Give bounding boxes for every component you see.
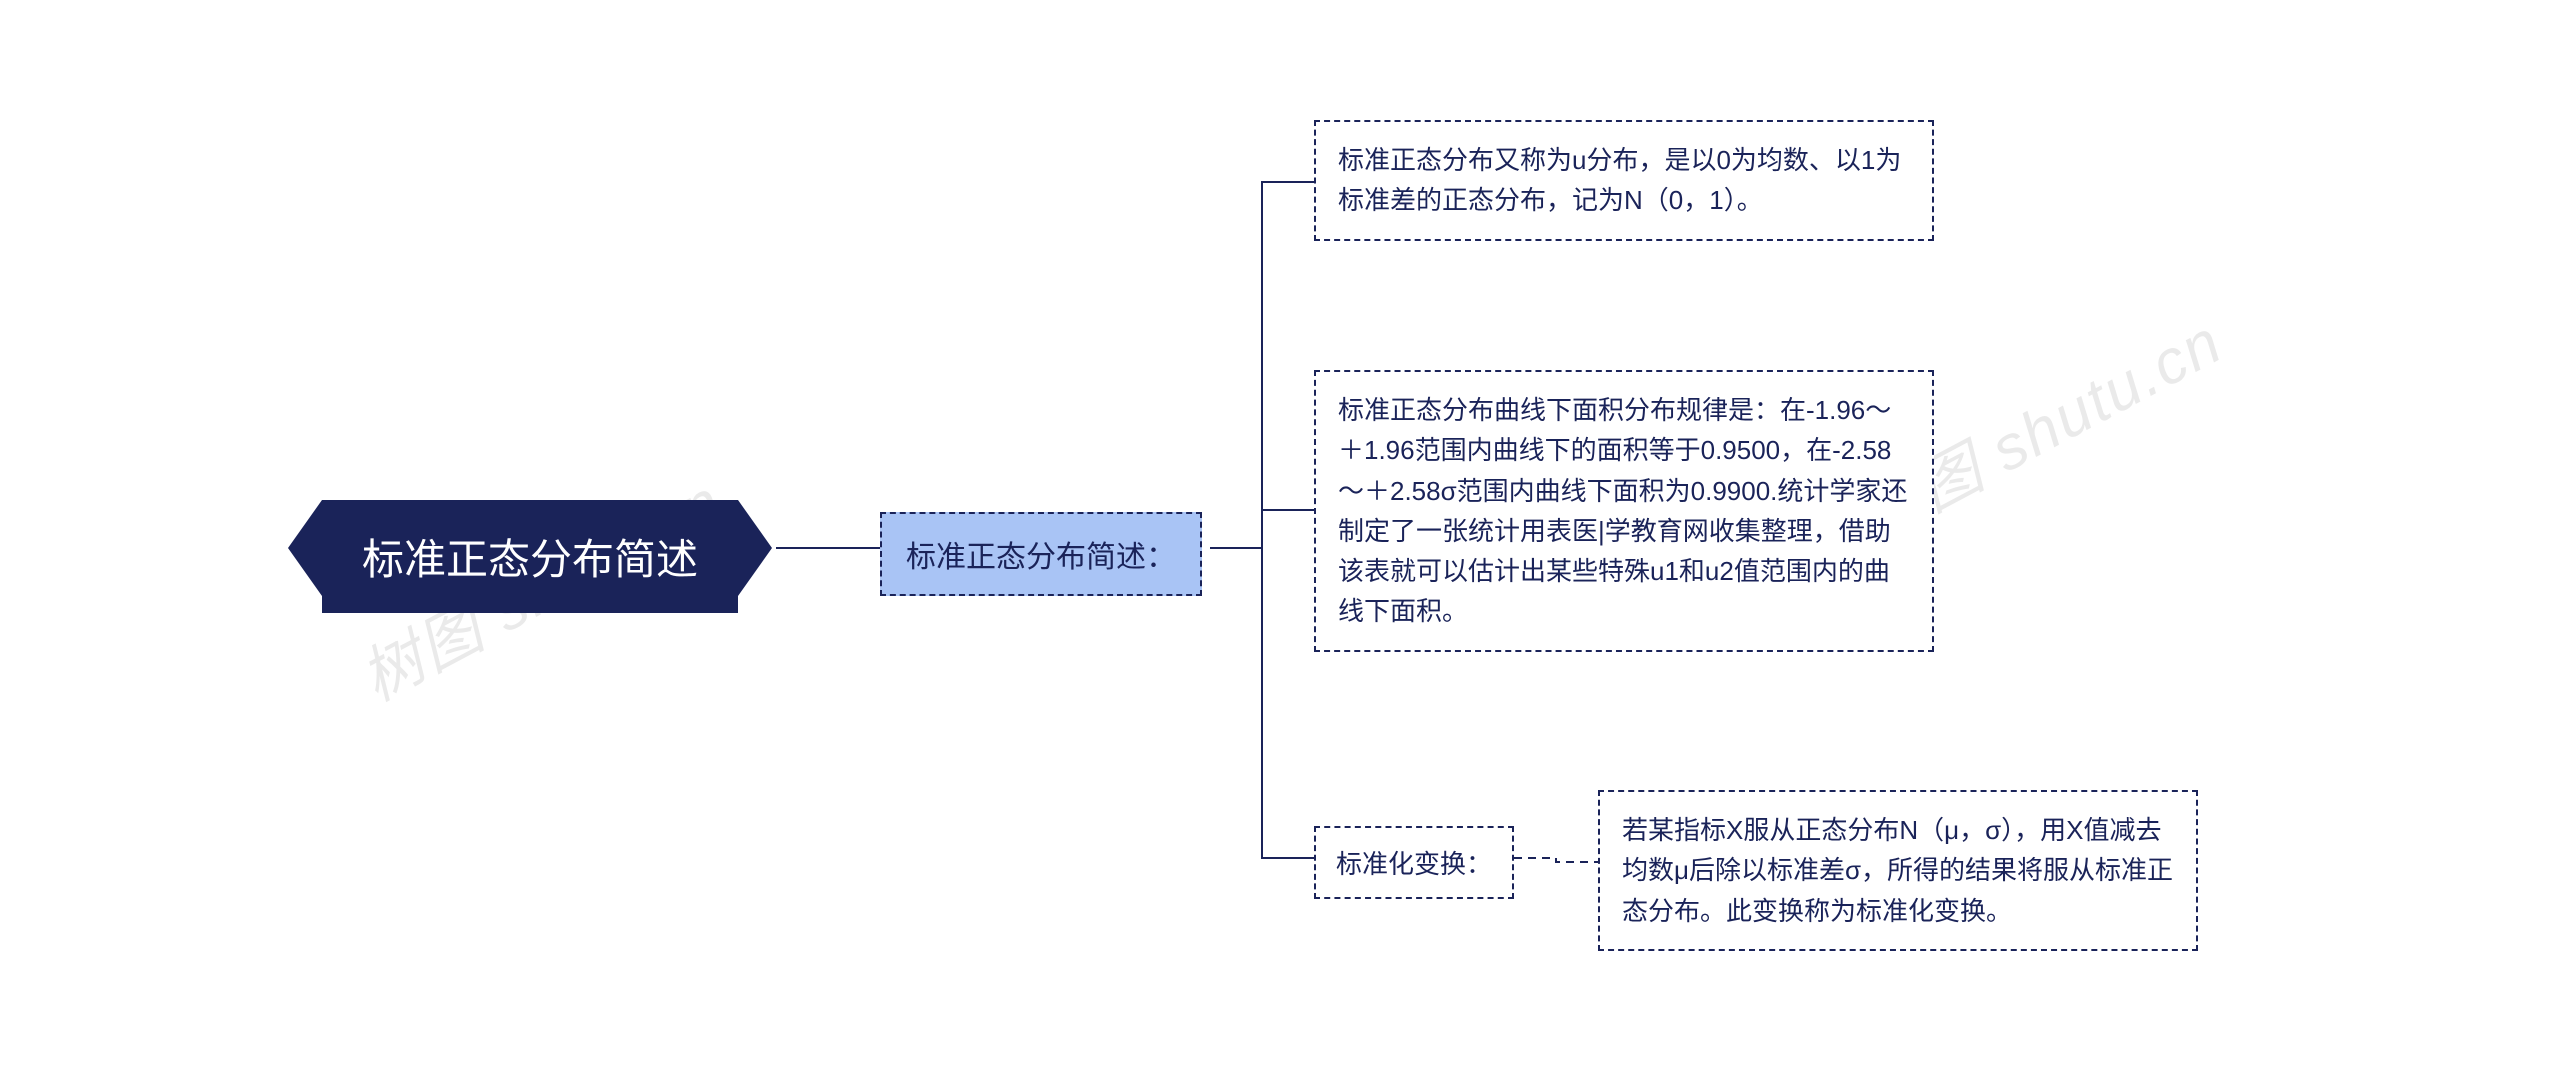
root-node[interactable]: 标准正态分布简述 (322, 500, 738, 613)
root-node-text: 标准正态分布简述 (362, 536, 698, 583)
label-node-3-text: 标准化变换： (1336, 849, 1492, 879)
sub-node-text: 标准正态分布简述： (906, 541, 1176, 574)
leaf-node-1[interactable]: 标准正态分布又称为u分布，是以0为均数、以1为标准差的正态分布，记为N（0，1）… (1314, 120, 1934, 241)
leaf-node-1-text: 标准正态分布又称为u分布，是以0为均数、以1为标准差的正态分布，记为N（0，1）… (1338, 145, 1901, 215)
sub-node[interactable]: 标准正态分布简述： (880, 512, 1202, 596)
mindmap-canvas: 树图 shutu.cn 树图 shutu.cn 标准正态分布简述 标准正态分布简… (0, 0, 2560, 1091)
leaf-node-2[interactable]: 标准正态分布曲线下面积分布规律是：在-1.96～＋1.96范围内曲线下的面积等于… (1314, 370, 1934, 652)
leaf-node-3[interactable]: 若某指标X服从正态分布N（μ，σ），用X值减去均数μ后除以标准差σ，所得的结果将… (1598, 790, 2198, 951)
label-node-3[interactable]: 标准化变换： (1314, 826, 1514, 899)
leaf-node-2-text: 标准正态分布曲线下面积分布规律是：在-1.96～＋1.96范围内曲线下的面积等于… (1338, 395, 1907, 626)
leaf-node-3-text: 若某指标X服从正态分布N（μ，σ），用X值减去均数μ后除以标准差σ，所得的结果将… (1622, 815, 2173, 926)
